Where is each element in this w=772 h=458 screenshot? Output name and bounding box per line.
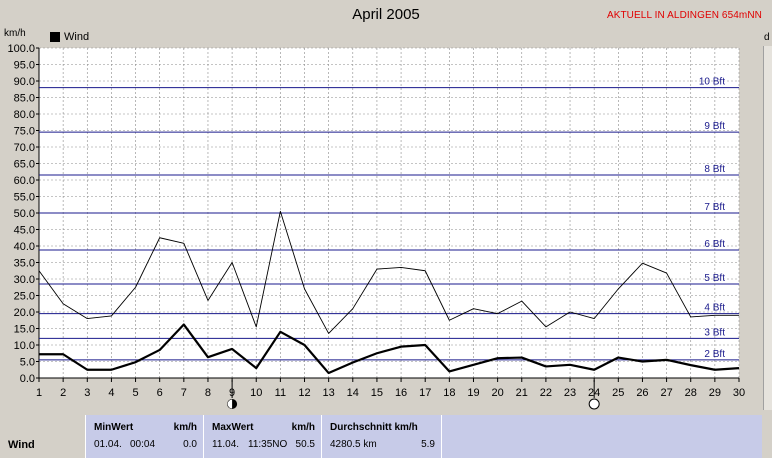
avg-cell: Durchschnitt km/h 4280.5 km 5.9 [322,415,442,458]
y-tick-label: 85.0 [14,93,35,105]
min-date: 01.04. [94,439,122,450]
y-tick-label: 50.0 [14,208,35,220]
avg-total: 4280.5 km [330,439,377,450]
y-tick-label: 25.0 [14,291,35,303]
x-tick-label: 4 [108,387,114,399]
min-header: MinWert [94,422,134,433]
y-tick-label: 90.0 [14,76,35,88]
min-time: 00:04 [130,439,156,450]
y-tick-label: 10.0 [14,340,35,352]
y-tick-label: 5.0 [20,357,35,369]
x-tick-label: 16 [395,387,407,399]
beaufort-label: 2 Bft [704,349,725,360]
y-axis-unit: km/h [4,28,26,39]
x-tick-label: 2 [60,387,66,399]
x-tick-label: 12 [298,387,310,399]
x-tick-label: 28 [685,387,697,399]
x-tick-label: 14 [347,387,359,399]
max-date: 11.04. [212,439,240,450]
avg-header: Durchschnitt km/h [330,422,418,433]
y-tick-label: 70.0 [14,142,35,154]
max-value: 50.5 [295,439,315,450]
legend: Wind [50,31,89,43]
x-tick-label: 20 [491,387,503,399]
x-tick-label: 11 [275,387,286,399]
legend-label: Wind [64,31,90,43]
vertical-scrollbar[interactable] [763,46,772,410]
x-tick-label: 8 [205,387,211,399]
max-unit: km/h [291,422,315,433]
beaufort-label: 4 Bft [704,303,725,314]
full-moon-icon [588,398,600,410]
x-tick-label: 27 [660,387,672,399]
avg-value: 5.9 [421,439,435,450]
empty-cell [442,415,762,458]
x-tick-label: 3 [84,387,90,399]
x-tick-label: 19 [467,387,479,399]
y-tick-label: 40.0 [14,241,35,253]
row-label: Wind [8,439,35,451]
x-tick-label: 1 [36,387,42,399]
x-tick-label: 6 [157,387,163,399]
min-value: 0.0 [183,439,197,450]
x-tick-label: 5 [132,387,138,399]
stats-table: Wind MinWert km/h 01.04. 00:04 0.0 MaxWe… [0,415,772,458]
x-tick-label: 26 [636,387,648,399]
y-tick-label: 95.0 [14,60,35,72]
beaufort-label: 8 Bft [704,164,725,175]
new-moon-icon-light [227,399,233,409]
y-tick-label: 30.0 [14,274,35,286]
x-tick-label: 30 [733,387,745,399]
max-cell: MaxWert km/h 11.04. 11:35NO 50.5 [204,415,322,458]
x-tick-label: 17 [419,387,431,399]
series-line-0 [39,323,740,375]
y-tick-label: 20.0 [14,307,35,319]
x-tick-label: 21 [516,387,528,399]
max-time: 11:35NO [248,439,288,450]
y-tick-label: 75.0 [14,126,35,138]
chart-title: April 2005 [352,6,420,23]
series-line-1 [38,210,739,334]
y-tick-label: 60.0 [14,175,35,187]
y-tick-label: 0.0 [20,373,35,385]
beaufort-label: 7 Bft [704,202,725,213]
legend-swatch [50,32,60,42]
y-tick-label: 45.0 [14,225,35,237]
y-tick-label: 55.0 [14,192,35,204]
y-tick-label: 65.0 [14,159,35,171]
min-unit: km/h [173,422,197,433]
x-tick-label: 25 [612,387,624,399]
x-tick-label: 15 [371,387,383,399]
wind-chart: 2 Bft 3 Bft 4 Bft 5 Bft 6 Bft 7 Bft 8 Bft 9 Bft… [7,43,745,410]
x-tick-label: 10 [250,387,262,399]
beaufort-label: 5 Bft [704,273,725,284]
y-tick-label: 35.0 [14,258,35,270]
x-tick-label: 13 [323,387,335,399]
y-tick-label: 15.0 [14,324,35,336]
y-tick-label: 100.0 [7,43,35,55]
y-axis-unit-right: d [764,32,770,43]
status-text: AKTUELL IN ALDINGEN 654mNN [606,10,762,21]
max-header: MaxWert [212,422,254,433]
x-tick-label: 18 [443,387,455,399]
beaufort-label: 10 Bft [699,77,725,88]
y-tick-label: 80.0 [14,109,35,121]
min-cell: MinWert km/h 01.04. 00:04 0.0 [86,415,204,458]
x-tick-label: 29 [709,387,721,399]
x-tick-label: 23 [564,387,576,399]
x-tick-label: 7 [181,387,187,399]
row-label-cell: Wind [0,415,86,458]
beaufort-label: 9 Bft [704,121,725,132]
x-tick-label: 22 [540,387,552,399]
beaufort-label: 6 Bft [704,239,725,250]
beaufort-label: 3 Bft [704,327,725,338]
